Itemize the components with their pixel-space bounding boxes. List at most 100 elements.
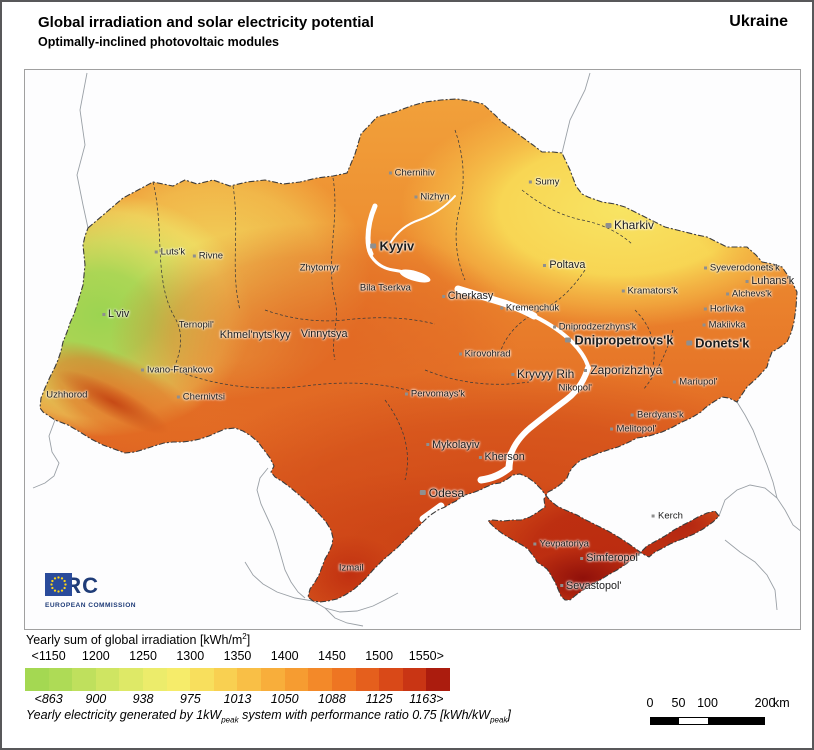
- jrc-logo: JRC EUROPEAN COMMISSION: [45, 573, 175, 609]
- city-label: Kerch: [652, 510, 683, 521]
- city-name: Mariupol': [679, 376, 718, 388]
- city-marker-icon: [419, 490, 426, 496]
- legend-caption: Yearly electricity generated by 1kWpeak …: [26, 708, 511, 725]
- irradiation-tick: 1200: [81, 649, 110, 663]
- city-name: Berdyans'k: [637, 409, 684, 421]
- city-label: Chernihiv: [388, 167, 435, 179]
- city-name: L'viv: [108, 308, 130, 321]
- city-marker-icon: [610, 427, 614, 431]
- city-label: Kremenchuk: [499, 303, 559, 314]
- city-label: Khmel'nyts'kyy: [220, 329, 291, 341]
- city-label: Bila Tserkva: [360, 283, 411, 294]
- city-name: Ternopil': [178, 319, 214, 331]
- european-commission-label: EUROPEAN COMMISSION: [45, 602, 136, 609]
- irradiation-tick: 1550>: [408, 649, 444, 663]
- city-label: Mykolayiv: [426, 439, 480, 451]
- city-label: L'viv: [102, 308, 129, 320]
- city-label: Melitopol': [610, 423, 656, 434]
- city-label: Sumy: [529, 177, 559, 188]
- city-name: Alchevs'k: [731, 288, 772, 300]
- city-label: Luhans'k: [745, 275, 794, 287]
- colorbar-segment: [308, 668, 332, 691]
- city-label: Yevpatoriya: [533, 538, 589, 550]
- city-label: Kyyiv: [370, 238, 414, 253]
- scalebar-tick: 200: [754, 696, 776, 710]
- colorbar-segment: [426, 668, 450, 691]
- city-marker-icon: [543, 263, 547, 267]
- city-name: Kirovohrad: [464, 348, 511, 360]
- electricity-tick: <863: [34, 692, 63, 706]
- city-marker-icon: [370, 243, 377, 249]
- city-name: Syeverodonets'k: [709, 262, 780, 274]
- dnipro-river: [365, 195, 591, 523]
- city-marker-icon: [725, 292, 729, 296]
- city-marker-icon: [652, 514, 656, 518]
- city-name: Sevastopol': [566, 579, 622, 592]
- city-marker-icon: [192, 254, 196, 258]
- city-label: Dnipropetrovs'k: [565, 332, 674, 347]
- colorbar-segment: [48, 668, 73, 691]
- colorbar-segment: [166, 668, 191, 691]
- city-marker-icon: [404, 392, 408, 396]
- city-name: Dniprodzerzhyns'k: [558, 321, 637, 333]
- city-name: Kharkiv: [613, 218, 655, 233]
- city-marker-icon: [552, 325, 556, 329]
- city-label: Odesa: [419, 485, 465, 500]
- city-marker-icon: [441, 294, 445, 298]
- page-title: Global irradiation and solar electricity…: [38, 14, 374, 31]
- city-label: Kharkiv: [604, 218, 655, 233]
- city-marker-icon: [478, 455, 482, 459]
- ukraine-border: [39, 98, 798, 603]
- city-name: Odesa: [428, 485, 465, 500]
- irradiation-tick: 1300: [176, 649, 205, 663]
- city-label: Nizhyn: [414, 192, 449, 203]
- city-name: Yevpatoriya: [539, 538, 589, 550]
- colorbar-segment: [25, 668, 49, 691]
- legend-colorbar: [25, 668, 450, 691]
- colorbar-segment: [213, 668, 238, 691]
- city-label: Pervomays'k: [404, 388, 466, 400]
- colorbar-segment: [237, 668, 262, 691]
- city-marker-icon: [745, 279, 749, 283]
- foreign-borders: [32, 72, 800, 627]
- city-name: Pervomays'k: [410, 388, 466, 400]
- city-label: Sevastopol': [560, 580, 621, 592]
- city-name: Bila Tserkva: [359, 282, 411, 294]
- city-marker-icon: [426, 443, 430, 447]
- city-marker-icon: [102, 312, 106, 316]
- city-label: Kirovohrad: [458, 348, 511, 360]
- city-name: Zaporizhzhya: [590, 363, 663, 378]
- city-marker-icon: [140, 368, 144, 372]
- city-marker-icon: [154, 250, 158, 254]
- city-marker-icon: [580, 556, 584, 560]
- city-label: Alchevs'k: [725, 288, 772, 300]
- city-label: Zhytomyr: [300, 263, 340, 274]
- irradiation-scale-ticks: <1150 1200 1250 1300 1350 1400 1450 1500 1550>: [25, 649, 450, 663]
- city-marker-icon: [686, 340, 693, 346]
- city-name: Chernihiv: [394, 167, 435, 179]
- city-label: Luts'k: [154, 247, 185, 258]
- city-label: Kramators'k: [621, 286, 678, 297]
- city-name: Vinnytsya: [300, 327, 348, 340]
- city-label: Syeverodonets'k: [703, 262, 780, 274]
- scalebar-tick: 100: [697, 696, 718, 710]
- colorbar-segment: [95, 668, 120, 691]
- city-name: Chernivtsi: [182, 391, 226, 403]
- city-label: Dniprodzerzhyns'k: [552, 321, 637, 333]
- city-label: Kherson: [478, 451, 525, 463]
- city-label: Zaporizhzhya: [584, 363, 662, 377]
- city-label: Berdyans'k: [631, 409, 684, 420]
- electricity-scale-ticks: <863 900 938 975 1013 1050 1088 1125 1163>: [25, 692, 450, 706]
- city-marker-icon: [414, 195, 418, 199]
- city-name: Izmail: [338, 562, 364, 574]
- electricity-tick: 1050: [270, 692, 299, 706]
- page-subtitle: Optimally-inclined photovoltaic modules: [38, 35, 279, 49]
- irradiation-tick: <1150: [31, 649, 66, 663]
- city-label: Kryvyy Rih: [511, 367, 574, 381]
- eu-flag-icon: [45, 573, 72, 596]
- city-name: Simferopol': [586, 552, 640, 564]
- scalebar-tick: 50: [671, 696, 686, 710]
- city-name: Cherkasy: [447, 290, 494, 303]
- city-name: Rivne: [198, 250, 224, 262]
